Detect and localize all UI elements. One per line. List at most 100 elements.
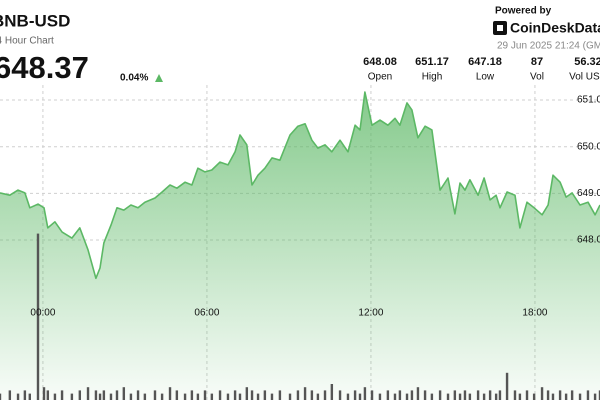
- header: BNB-USD 24 Hour Chart 648.37 0.04% Power…: [0, 6, 600, 86]
- x-tick-label: 00:00: [30, 308, 55, 319]
- volume-bar: [546, 390, 550, 400]
- volume-bar: [393, 393, 397, 400]
- volume-bar: [160, 393, 164, 400]
- volume-bar: [98, 393, 102, 400]
- volume-bar: [494, 393, 498, 400]
- volume-bar: [525, 390, 529, 400]
- volume-bar: [346, 393, 350, 400]
- up-arrow: [155, 74, 163, 82]
- powered-by: Powered by: [495, 6, 552, 17]
- volume-bar: [168, 387, 172, 400]
- volume-bar: [468, 393, 472, 400]
- volume-bar: [316, 393, 320, 400]
- volume-bar: [586, 390, 590, 400]
- volume-bar: [28, 393, 31, 400]
- plot-area: 651.00 650.00 649.00 648.00 00:00 06:00 12:00 1…: [0, 85, 600, 400]
- volume-bar: [458, 393, 462, 400]
- brand: CoinDeskData: [510, 20, 600, 36]
- volume-bar: [250, 390, 254, 400]
- volume-bar: [338, 390, 342, 400]
- volume-bar: [358, 393, 362, 400]
- volume-bar: [129, 393, 133, 400]
- volume-bar: [36, 233, 40, 400]
- stat-value: 87: [531, 56, 543, 68]
- volume-bar: [446, 393, 450, 400]
- volume-bar: [102, 390, 106, 400]
- volume-bar: [363, 387, 367, 400]
- x-tick-label: 18:00: [522, 308, 547, 319]
- volume-bar: [578, 393, 582, 400]
- volume-bar: [60, 390, 64, 400]
- volume-bar: [175, 390, 179, 400]
- volume-bar: [16, 393, 20, 400]
- y-tick-label: 651.00: [577, 95, 600, 106]
- volume-bar: [23, 390, 27, 400]
- chart-title: BNB-USD: [0, 11, 70, 30]
- volume-bar: [233, 390, 237, 400]
- price: 648.37: [0, 50, 89, 85]
- volume-bar: [564, 393, 568, 400]
- volume-bar: [238, 393, 242, 400]
- volume-bar: [278, 390, 282, 400]
- stat-label: Vol: [530, 72, 544, 83]
- volume-bar: [551, 393, 555, 400]
- y-tick-label: 650.00: [577, 141, 600, 152]
- volume-bar: [386, 390, 390, 400]
- volume-bar: [430, 393, 434, 400]
- volume-bar: [370, 390, 374, 400]
- volume-bar: [183, 393, 187, 400]
- volume-bar: [498, 390, 502, 400]
- volume-bar: [86, 387, 90, 400]
- volume-bar: [270, 393, 274, 400]
- volume-bar: [310, 390, 314, 400]
- volume-bar: [46, 390, 50, 400]
- volume-bar: [593, 393, 597, 400]
- volume-bar: [405, 393, 409, 400]
- area-fill: [0, 92, 600, 400]
- stat-label: Vol USD: [569, 72, 600, 83]
- volume-bar: [532, 393, 536, 400]
- volume-bar: [226, 393, 230, 400]
- volume-bar: [263, 390, 267, 400]
- timestamp: 29 Jun 2025 21:24 (GMT): [497, 41, 600, 52]
- volume-bar: [78, 390, 82, 400]
- volume-bar: [296, 390, 300, 400]
- volume-bar: [53, 393, 57, 400]
- stat-value: 651.17: [415, 56, 449, 68]
- volume-bar: [482, 393, 486, 400]
- volume-bar: [143, 393, 147, 400]
- volume-bar: [438, 390, 442, 400]
- stat-label: Low: [476, 72, 495, 83]
- volume-bar: [476, 390, 480, 400]
- stat-value: 647.18: [468, 56, 502, 68]
- volume-bar: [518, 393, 522, 400]
- volume-bar: [218, 390, 222, 400]
- brand-logo: [493, 21, 507, 35]
- volume-bar: [196, 393, 200, 400]
- volume-bar: [505, 372, 509, 400]
- volume-bar: [153, 390, 157, 400]
- volume-bar: [410, 390, 414, 400]
- volume-bar: [8, 390, 12, 400]
- volume-bar: [136, 390, 140, 400]
- stat-label: High: [422, 72, 443, 83]
- volume-bar: [245, 387, 249, 400]
- change: 0.04%: [120, 73, 148, 84]
- volume-bar: [94, 390, 98, 400]
- y-tick-label: 648.00: [577, 235, 600, 246]
- volume-bar: [203, 390, 207, 400]
- volume-bar: [353, 390, 357, 400]
- y-tick-label: 649.00: [577, 188, 600, 199]
- volume-bar: [115, 390, 119, 400]
- volume-bar: [453, 390, 457, 400]
- stat-value: 648.08: [363, 56, 397, 68]
- volume-bar: [463, 390, 467, 400]
- volume-bar: [190, 390, 194, 400]
- volume-bar: [109, 393, 113, 400]
- volume-bar: [122, 387, 126, 400]
- x-tick-label: 06:00: [194, 308, 219, 319]
- x-tick-label: 12:00: [358, 308, 383, 319]
- volume-bar: [540, 387, 544, 400]
